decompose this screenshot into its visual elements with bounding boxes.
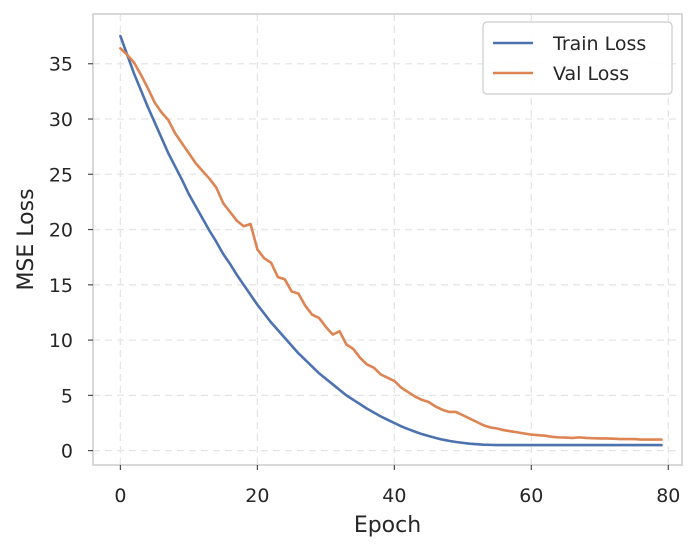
tick-layer: 0 20 40 60 80 0 5 10 15 20 25 30 35 <box>49 54 681 507</box>
train-loss-legend-label: Train Loss <box>552 33 646 55</box>
y-tick-label: 0 <box>61 441 73 463</box>
x-tick-label: 20 <box>245 485 269 507</box>
y-tick-label: 15 <box>49 275 73 297</box>
train-loss-line <box>119 34 663 447</box>
x-tick-label: 80 <box>656 485 680 507</box>
series-layer <box>119 34 663 447</box>
x-axis-title: Epoch <box>354 513 421 538</box>
y-tick-label: 35 <box>49 54 73 76</box>
val-loss-line <box>119 46 663 441</box>
plot-frame <box>92 13 683 466</box>
y-tick-label: 5 <box>61 385 73 407</box>
x-tick-label: 60 <box>519 485 543 507</box>
y-tick-label: 25 <box>49 164 73 186</box>
x-tick-label: 40 <box>382 485 406 507</box>
legend-box <box>482 21 673 95</box>
y-axis-title: MSE Loss <box>14 188 39 290</box>
y-tick-label: 20 <box>49 220 73 242</box>
legend: Train Loss Val Loss <box>482 21 673 95</box>
x-tick-label: 0 <box>114 485 126 507</box>
y-tick-label: 30 <box>49 109 73 131</box>
val-loss-legend-label: Val Loss <box>553 63 629 85</box>
y-tick-label: 10 <box>49 330 73 352</box>
